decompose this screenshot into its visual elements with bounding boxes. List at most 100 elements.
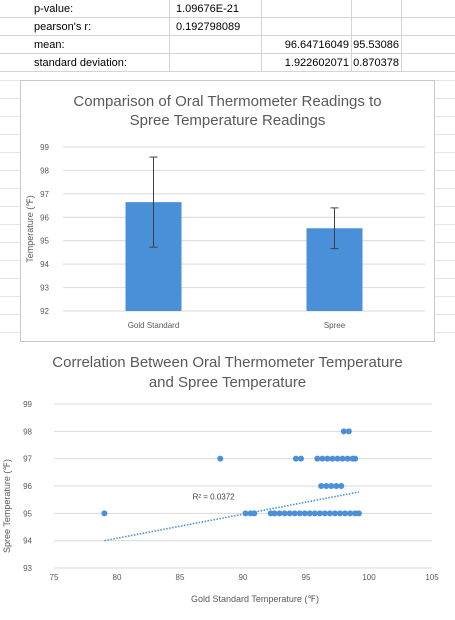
sheet-cell-e[interactable] (402, 54, 455, 72)
y-axis-label: Spree Temperature (℉) (2, 459, 12, 553)
y-tick-label: 98 (40, 166, 49, 175)
data-point (296, 510, 303, 517)
y-tick-label: 99 (40, 143, 49, 152)
sheet-row-std-dev: standard deviation: 1.922602071 0.870378 (0, 54, 455, 72)
data-point (331, 510, 338, 517)
sheet-cell-sd-spree[interactable]: 0.870378 (352, 54, 402, 72)
x-tick-label: 90 (239, 573, 248, 582)
data-point (334, 455, 341, 462)
y-tick-label: 97 (40, 190, 49, 199)
sheet-cell-sd-gold[interactable]: 1.922602071 (262, 54, 352, 72)
y-tick-label: 94 (40, 260, 49, 269)
sheet-cell-label[interactable]: standard deviation: (0, 54, 170, 72)
data-point (242, 510, 249, 517)
sheet-row-p-value: p-value: 1.09676E-21 (0, 0, 455, 18)
data-point (301, 510, 308, 517)
sheet-cell-value[interactable]: 0.192798089 (170, 18, 262, 36)
data-point (311, 510, 318, 517)
y-tick-label: 95 (40, 237, 49, 246)
data-point (342, 510, 349, 517)
bar-chart-title-line1: Comparison of Oral Thermometer Readings … (73, 93, 382, 110)
data-point (314, 455, 321, 462)
sheet-cell-e[interactable] (402, 36, 455, 54)
bar-chart-plot: 92 93 94 95 96 97 98 99 Temperature (℉) Gold Stan… (25, 143, 425, 330)
data-point (286, 510, 293, 517)
sheet-cell-d[interactable] (352, 0, 402, 18)
sheet-cell-label[interactable]: pearson's r: (0, 18, 170, 36)
data-point (306, 510, 313, 517)
y-tick-label: 97 (23, 455, 32, 464)
data-point (292, 455, 299, 462)
sheet-cell-label[interactable]: p-value: (0, 0, 170, 18)
data-point (276, 510, 283, 517)
data-point (328, 483, 335, 489)
data-point (337, 510, 344, 517)
data-point (318, 483, 325, 489)
r-squared-label: R² = 0.0372 (193, 493, 236, 502)
data-point (319, 455, 326, 462)
sheet-cell-d[interactable] (352, 18, 402, 36)
sheet-cell-e[interactable] (402, 18, 455, 36)
data-point (347, 510, 354, 517)
x-tick-label: 95 (302, 573, 311, 582)
y-tick-label: 92 (40, 307, 49, 316)
data-point (333, 483, 340, 489)
data-point (316, 510, 323, 517)
x-tick-label: 80 (113, 573, 122, 582)
sheet-cell-value[interactable] (170, 36, 262, 54)
y-tick-label: 96 (23, 482, 32, 491)
x-tick-label: 85 (176, 573, 185, 582)
sheet-cell-value[interactable] (170, 54, 262, 72)
data-point (338, 483, 345, 489)
data-point (339, 455, 346, 462)
data-point (101, 510, 108, 517)
bar-chart[interactable]: Comparison of Oral Thermometer Readings … (20, 80, 435, 342)
data-point (345, 428, 352, 435)
data-point (324, 455, 331, 462)
sheet-cell-c[interactable] (262, 0, 352, 18)
sheet-cell-value[interactable]: 1.09676E-21 (170, 0, 262, 18)
sheet-cell-c[interactable] (262, 18, 352, 36)
scatter-chart-plot: 93 94 95 96 97 98 99 75 80 85 90 95 100 105 Gold Stand… (2, 400, 439, 604)
y-tick-label: 93 (40, 284, 49, 293)
y-tick-label: 99 (23, 400, 32, 409)
data-point (323, 483, 330, 489)
x-tick-label: 105 (425, 573, 439, 582)
x-tick-label: 100 (362, 573, 376, 582)
data-point (344, 455, 351, 462)
y-axis-label: Temperature (℉) (25, 195, 35, 263)
x-category-label: Spree (324, 321, 346, 330)
data-point (281, 510, 288, 517)
sheet-cell-mean-spree[interactable]: 95.53086 (352, 36, 402, 54)
y-tick-label: 93 (23, 564, 32, 573)
y-tick-label: 94 (23, 537, 32, 546)
scatter-chart[interactable]: Correlation Between Oral Thermometer Tem… (0, 342, 455, 620)
y-tick-label: 95 (23, 509, 32, 518)
x-category-label: Gold Standard (128, 321, 180, 330)
sheet-cell-mean-gold[interactable]: 96.64716049 (262, 36, 352, 54)
scatter-chart-title-line1: Correlation Between Oral Thermometer Tem… (52, 354, 403, 371)
data-point (291, 510, 298, 517)
sheet-cell-e[interactable] (402, 0, 455, 18)
sheet-cell-label[interactable]: mean: (0, 36, 170, 54)
data-point (329, 455, 336, 462)
x-tick-label: 75 (50, 573, 59, 582)
data-point (271, 510, 278, 517)
spreadsheet-summary: p-value: 1.09676E-21 pearson's r: 0.1927… (0, 0, 455, 80)
data-point (352, 455, 359, 462)
y-tick-label: 98 (23, 427, 32, 436)
data-point (355, 510, 362, 517)
data-point (326, 510, 333, 517)
sheet-row-pearson-r: pearson's r: 0.192798089 (0, 18, 455, 36)
x-axis-label: Gold Standard Temperature (℉) (191, 594, 319, 604)
trendline (104, 491, 360, 542)
data-point (340, 428, 347, 435)
data-point (321, 510, 328, 517)
scatter-chart-title-line2: and Spree Temperature (148, 374, 307, 391)
data-point (251, 510, 258, 517)
bar-chart-title-line2: Spree Temperature Readings (129, 112, 326, 129)
data-point (297, 455, 304, 462)
sheet-row-mean: mean: 96.64716049 95.53086 (0, 36, 455, 54)
y-tick-label: 96 (40, 213, 49, 222)
data-point (217, 455, 224, 462)
